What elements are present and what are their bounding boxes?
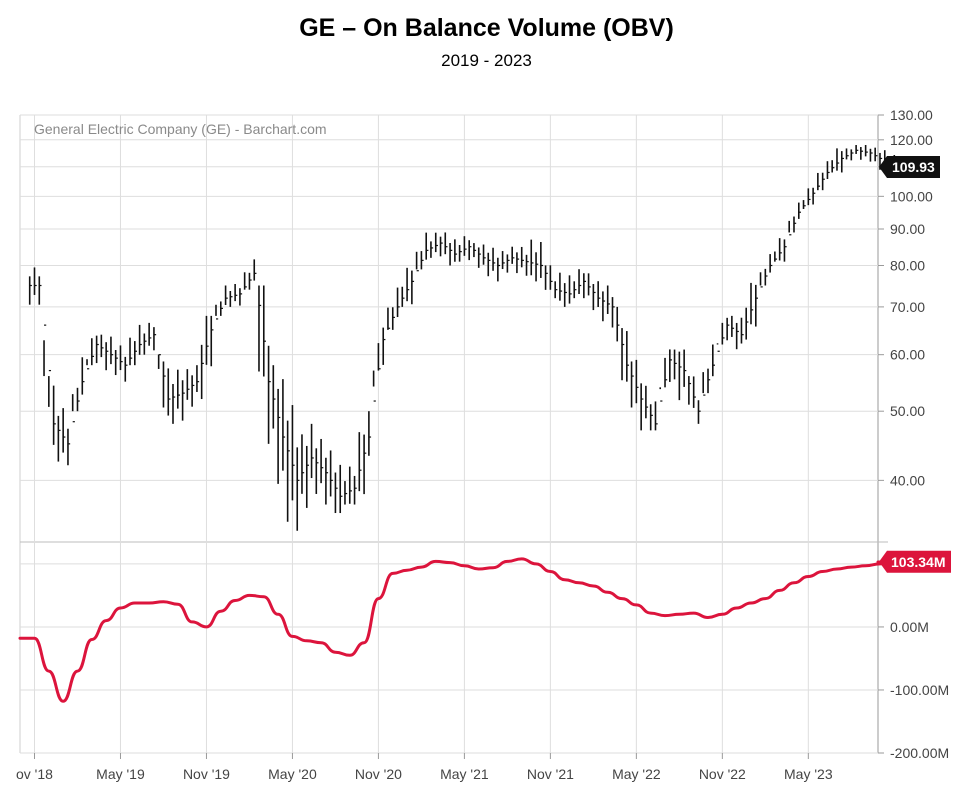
price-y-tick-label: 70.00 [890,299,925,315]
price-last-value-tag [879,155,940,178]
x-tick-label: May '21 [440,766,489,782]
chart-title: GE – On Balance Volume (OBV) [299,14,674,42]
x-tick-label: May '23 [784,766,833,782]
price-y-tick-label: 40.00 [890,472,925,488]
price-last-value-label: 109.93 [892,159,935,175]
price-y-tick-label: 60.00 [890,347,925,363]
obv-last-value-tag [879,550,951,573]
chart-source-label: General Electric Company (GE) - Barchart… [34,121,327,137]
price-y-tick-label: 100.00 [890,188,933,204]
x-tick-label: May '19 [96,766,145,782]
price-bars [28,145,902,531]
price-y-tick-label: 120.00 [890,132,933,148]
obv-y-tick-label: -200.00M [890,745,949,761]
obv-last-value-label: 103.34M [891,554,945,570]
x-axis-labels: ov '18 May '19 Nov '19 May '20 Nov '20 May '2… [16,766,833,782]
price-y-tick-label: 50.00 [890,403,925,419]
x-tick-label: ov '18 [16,766,53,782]
x-tick-label: Nov '22 [699,766,746,782]
obv-line-layer [18,557,896,703]
x-tick-label: May '22 [612,766,661,782]
obv-y-tick-label: -100.00M [890,682,949,698]
gridlines [19,114,888,759]
last-value-tags: 109.93 103.34M [879,155,951,573]
x-tick-label: Nov '20 [355,766,402,782]
x-tick-label: May '20 [268,766,317,782]
price-y-tick-label: 80.00 [890,258,925,274]
chart-subtitle: 2019 - 2023 [441,51,532,70]
x-tick-label: Nov '19 [183,766,230,782]
y-axis-labels: 40.0050.0060.0070.0080.0090.00100.00110.… [890,107,949,761]
obv-line [18,557,896,703]
x-tick-label: Nov '21 [527,766,574,782]
obv-y-tick-label: 0.00M [890,619,929,635]
price-y-tick-label: 130.00 [890,107,933,123]
price-y-tick-label: 90.00 [890,221,925,237]
